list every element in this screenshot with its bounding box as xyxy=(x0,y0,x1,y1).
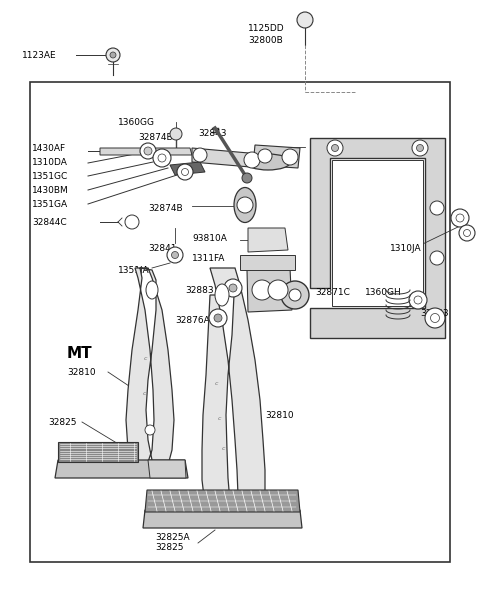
Text: 1430AF: 1430AF xyxy=(32,143,66,152)
Polygon shape xyxy=(58,442,138,462)
Text: 32871C: 32871C xyxy=(315,287,350,296)
Circle shape xyxy=(451,209,469,227)
Polygon shape xyxy=(192,148,262,168)
Circle shape xyxy=(170,128,182,140)
Circle shape xyxy=(425,308,445,328)
Polygon shape xyxy=(202,268,265,524)
Text: MT: MT xyxy=(67,346,93,361)
Text: 1360GG: 1360GG xyxy=(118,117,155,127)
Text: 32881B: 32881B xyxy=(248,158,283,168)
Text: 32825: 32825 xyxy=(48,418,76,427)
Text: 32883: 32883 xyxy=(420,308,449,318)
Text: 1360GH: 1360GH xyxy=(365,287,402,296)
Text: c: c xyxy=(143,391,146,396)
Circle shape xyxy=(244,152,260,168)
Text: 1310DA: 1310DA xyxy=(32,158,68,167)
Circle shape xyxy=(229,284,237,292)
Polygon shape xyxy=(100,148,192,155)
Circle shape xyxy=(456,214,464,222)
Circle shape xyxy=(258,149,272,163)
Polygon shape xyxy=(240,255,295,270)
Text: 1125DD: 1125DD xyxy=(248,23,285,33)
Text: c: c xyxy=(144,356,147,361)
Polygon shape xyxy=(126,268,174,472)
Circle shape xyxy=(252,280,272,300)
Ellipse shape xyxy=(146,281,158,299)
Circle shape xyxy=(181,168,189,176)
Circle shape xyxy=(125,215,139,229)
Circle shape xyxy=(268,280,288,300)
Polygon shape xyxy=(247,268,292,312)
Circle shape xyxy=(332,145,338,152)
Circle shape xyxy=(412,140,428,156)
Polygon shape xyxy=(253,145,300,168)
Circle shape xyxy=(158,154,166,162)
Circle shape xyxy=(140,143,156,159)
Circle shape xyxy=(430,201,444,215)
Circle shape xyxy=(224,279,242,297)
Text: 1311FA: 1311FA xyxy=(192,253,226,262)
Circle shape xyxy=(289,289,301,301)
Circle shape xyxy=(171,252,179,258)
Text: 32810: 32810 xyxy=(67,368,96,377)
Circle shape xyxy=(209,309,227,327)
Text: 32844C: 32844C xyxy=(32,218,67,227)
Circle shape xyxy=(414,296,422,304)
Circle shape xyxy=(242,173,252,183)
Text: 32825: 32825 xyxy=(155,543,183,553)
Text: 32810: 32810 xyxy=(265,411,294,419)
Polygon shape xyxy=(332,160,423,306)
Circle shape xyxy=(431,314,440,322)
Polygon shape xyxy=(143,510,302,528)
Text: 93810A: 93810A xyxy=(192,233,227,243)
Circle shape xyxy=(193,148,207,162)
Text: 32825A: 32825A xyxy=(155,533,190,541)
Circle shape xyxy=(153,149,171,167)
Text: 1351GA: 1351GA xyxy=(32,199,68,208)
Circle shape xyxy=(417,145,423,152)
Circle shape xyxy=(110,52,116,58)
Ellipse shape xyxy=(234,187,256,223)
Ellipse shape xyxy=(245,154,290,170)
Circle shape xyxy=(145,425,155,435)
Circle shape xyxy=(430,251,444,265)
Text: c: c xyxy=(222,446,226,451)
Circle shape xyxy=(167,247,183,263)
Circle shape xyxy=(464,230,470,236)
Circle shape xyxy=(281,281,309,309)
Text: 1310JA: 1310JA xyxy=(390,243,421,252)
Polygon shape xyxy=(170,162,205,175)
Circle shape xyxy=(177,164,193,180)
Text: 32883: 32883 xyxy=(185,286,214,295)
Text: 1123AE: 1123AE xyxy=(22,51,57,60)
Text: 32876A: 32876A xyxy=(175,315,210,324)
Text: 32874B: 32874B xyxy=(138,133,173,142)
Ellipse shape xyxy=(215,284,229,306)
Circle shape xyxy=(459,225,475,241)
Text: 32800B: 32800B xyxy=(248,36,283,45)
Text: 32843: 32843 xyxy=(198,129,227,137)
Text: 1351GC: 1351GC xyxy=(32,171,68,180)
Circle shape xyxy=(214,314,222,322)
Circle shape xyxy=(327,140,343,156)
Text: c: c xyxy=(215,381,218,386)
Text: 32874B: 32874B xyxy=(148,203,182,212)
Text: c: c xyxy=(218,416,221,421)
Text: 1430BM: 1430BM xyxy=(32,186,69,195)
Circle shape xyxy=(237,197,253,213)
Polygon shape xyxy=(55,460,188,478)
Polygon shape xyxy=(248,228,288,252)
Circle shape xyxy=(144,147,152,155)
Text: 32841: 32841 xyxy=(148,243,177,252)
Circle shape xyxy=(409,291,427,309)
Polygon shape xyxy=(310,138,445,338)
Circle shape xyxy=(106,48,120,62)
Text: 32830G: 32830G xyxy=(335,171,371,180)
Text: 1351JA: 1351JA xyxy=(118,265,150,274)
Circle shape xyxy=(282,149,298,165)
Polygon shape xyxy=(148,460,186,478)
Polygon shape xyxy=(145,490,300,512)
Circle shape xyxy=(297,12,313,28)
